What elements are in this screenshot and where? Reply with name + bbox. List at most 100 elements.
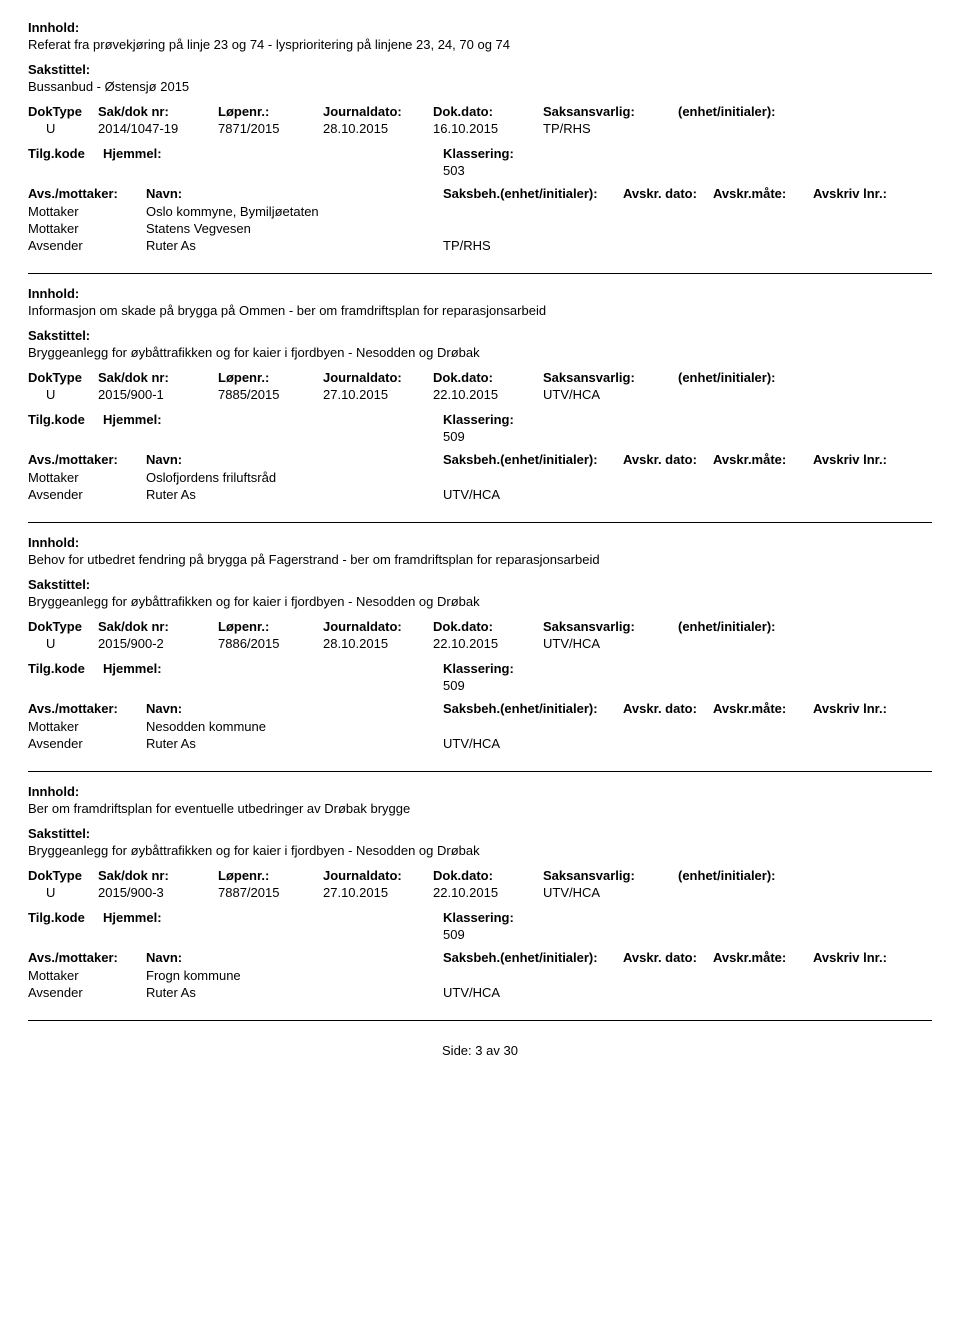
saksansvarlig-header: Saksansvarlig:	[543, 104, 678, 119]
enhet-value	[678, 885, 798, 900]
doktype-value: U	[28, 121, 98, 136]
navn-header: Navn:	[146, 452, 443, 467]
party-row: MottakerStatens Vegvesen	[28, 221, 932, 236]
hjemmel-label: Hjemmel:	[103, 910, 443, 925]
navn-header: Navn:	[146, 701, 443, 716]
doktype-header: DokType	[28, 619, 98, 634]
meta-header-row: DokTypeSak/dok nr:Løpenr.:Journaldato:Do…	[28, 370, 932, 385]
journaldato-value: 27.10.2015	[323, 387, 433, 402]
tilg-row: Tilg.kodeHjemmel:Klassering:	[28, 146, 932, 161]
records-container: Innhold: Referat fra prøvekjøring på linj…	[28, 20, 932, 1021]
sakdok-value: 2015/900-2	[98, 636, 218, 651]
journaldato-header: Journaldato:	[323, 868, 433, 883]
party-navn: Oslofjordens friluftsråd	[146, 470, 443, 485]
avskrdato-header: Avskr. dato:	[623, 950, 713, 965]
tilg-row: Tilg.kodeHjemmel:Klassering:	[28, 661, 932, 676]
meta-header-row: DokTypeSak/dok nr:Løpenr.:Journaldato:Do…	[28, 868, 932, 883]
innhold-label: Innhold:	[28, 286, 932, 301]
party-header: Avs./mottaker:Navn:Saksbeh.(enhet/initia…	[28, 701, 932, 716]
party-navn: Statens Vegvesen	[146, 221, 443, 236]
saksansvarlig-header: Saksansvarlig:	[543, 868, 678, 883]
page-footer: Side: 3 av 30	[28, 1043, 932, 1058]
party-header: Avs./mottaker:Navn:Saksbeh.(enhet/initia…	[28, 186, 932, 201]
klassering-label: Klassering:	[443, 661, 543, 676]
party-saksbeh	[443, 719, 623, 734]
sakstittel-text: Bryggeanlegg for øybåttrafikken og for k…	[28, 345, 932, 360]
klassering-label: Klassering:	[443, 146, 543, 161]
klassering-row: 509	[28, 927, 932, 942]
avskrmate-header: Avskr.måte:	[713, 950, 813, 965]
dokdato-value: 22.10.2015	[433, 387, 543, 402]
lopenr-value: 7887/2015	[218, 885, 323, 900]
avsmottaker-header: Avs./mottaker:	[28, 950, 146, 965]
sakdok-header: Sak/dok nr:	[98, 619, 218, 634]
avsmottaker-header: Avs./mottaker:	[28, 452, 146, 467]
sakdok-value: 2015/900-1	[98, 387, 218, 402]
party-role: Avsender	[28, 736, 146, 751]
record: Innhold:Referat fra prøvekjøring på linj…	[28, 20, 932, 274]
innhold-text: Referat fra prøvekjøring på linje 23 og …	[28, 37, 932, 52]
party-saksbeh	[443, 470, 623, 485]
avskrdato-header: Avskr. dato:	[623, 452, 713, 467]
enhet-header: (enhet/initialer):	[678, 104, 798, 119]
party-row: MottakerOslofjordens friluftsråd	[28, 470, 932, 485]
party-saksbeh: UTV/HCA	[443, 487, 623, 502]
avskrivlnr-header: Avskriv lnr.:	[813, 701, 903, 716]
sakstittel-text: Bryggeanlegg for øybåttrafikken og for k…	[28, 843, 932, 858]
enhet-value	[678, 387, 798, 402]
tilgkode-label: Tilg.kode	[28, 146, 103, 161]
journaldato-value: 28.10.2015	[323, 121, 433, 136]
party-navn: Oslo kommyne, Bymiljøetaten	[146, 204, 443, 219]
record: Innhold:Ber om framdriftsplan for eventu…	[28, 784, 932, 1021]
lopenr-value: 7885/2015	[218, 387, 323, 402]
sakdok-value: 2014/1047-19	[98, 121, 218, 136]
party-role: Mottaker	[28, 204, 146, 219]
journaldato-value: 28.10.2015	[323, 636, 433, 651]
dokdato-value: 16.10.2015	[433, 121, 543, 136]
party-navn: Frogn kommune	[146, 968, 443, 983]
party-role: Avsender	[28, 238, 146, 253]
footer-side-label: Side:	[442, 1043, 472, 1058]
lopenr-value: 7886/2015	[218, 636, 323, 651]
tilg-row: Tilg.kodeHjemmel:Klassering:	[28, 910, 932, 925]
klassering-value: 509	[443, 927, 465, 942]
meta-data-row: U2015/900-17885/201527.10.201522.10.2015…	[28, 387, 932, 402]
avsmottaker-header: Avs./mottaker:	[28, 186, 146, 201]
party-saksbeh: UTV/HCA	[443, 736, 623, 751]
saksbeh-header: Saksbeh.(enhet/initialer):	[443, 950, 623, 965]
dokdato-value: 22.10.2015	[433, 885, 543, 900]
sakdok-header: Sak/dok nr:	[98, 104, 218, 119]
party-role: Mottaker	[28, 221, 146, 236]
party-navn: Nesodden kommune	[146, 719, 443, 734]
doktype-header: DokType	[28, 104, 98, 119]
party-saksbeh	[443, 968, 623, 983]
saksansvarlig-value: TP/RHS	[543, 121, 678, 136]
tilgkode-label: Tilg.kode	[28, 412, 103, 427]
avskrmate-header: Avskr.måte:	[713, 701, 813, 716]
party-row: MottakerNesodden kommune	[28, 719, 932, 734]
party-navn: Ruter As	[146, 736, 443, 751]
saksbeh-header: Saksbeh.(enhet/initialer):	[443, 186, 623, 201]
avskrivlnr-header: Avskriv lnr.:	[813, 452, 903, 467]
navn-header: Navn:	[146, 950, 443, 965]
sakstittel-text: Bryggeanlegg for øybåttrafikken og for k…	[28, 594, 932, 609]
party-header: Avs./mottaker:Navn:Saksbeh.(enhet/initia…	[28, 950, 932, 965]
party-header: Avs./mottaker:Navn:Saksbeh.(enhet/initia…	[28, 452, 932, 467]
footer-av: av	[486, 1043, 500, 1058]
lopenr-header: Løpenr.:	[218, 370, 323, 385]
party-row: AvsenderRuter AsUTV/HCA	[28, 736, 932, 751]
party-role: Mottaker	[28, 719, 146, 734]
party-row: MottakerFrogn kommune	[28, 968, 932, 983]
innhold-text: Informasjon om skade på brygga på Ommen …	[28, 303, 932, 318]
saksansvarlig-value: UTV/HCA	[543, 387, 678, 402]
hjemmel-label: Hjemmel:	[103, 661, 443, 676]
innhold-text: Ber om framdriftsplan for eventuelle utb…	[28, 801, 932, 816]
dokdato-header: Dok.dato:	[433, 104, 543, 119]
avskrivlnr-header: Avskriv lnr.:	[813, 186, 903, 201]
klassering-value: 509	[443, 429, 465, 444]
tilgkode-label: Tilg.kode	[28, 910, 103, 925]
party-saksbeh: TP/RHS	[443, 238, 623, 253]
meta-header-row: DokTypeSak/dok nr:Løpenr.:Journaldato:Do…	[28, 104, 932, 119]
journaldato-header: Journaldato:	[323, 619, 433, 634]
doktype-header: DokType	[28, 868, 98, 883]
